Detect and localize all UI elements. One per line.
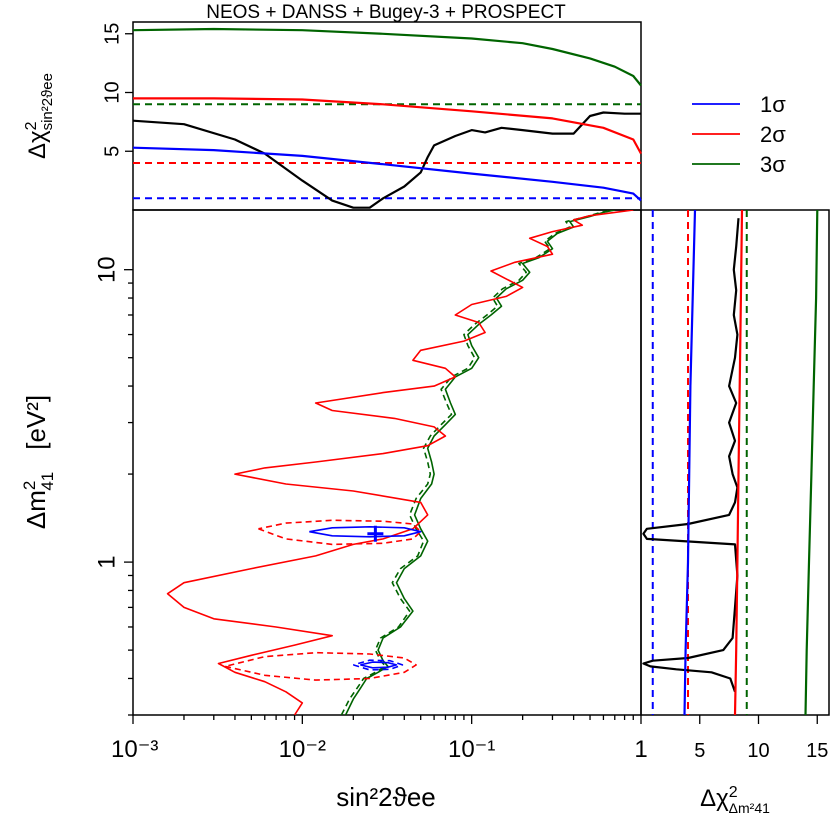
legend-label: 1σ: [760, 92, 786, 117]
main-x-tick-label: 1: [634, 736, 647, 763]
series-chi2_2sigma: [133, 97, 642, 155]
main-y-tick-label: 1: [93, 555, 120, 568]
series-contour_3sigma: [344, 210, 615, 715]
top-y-tick-label: 15: [101, 23, 123, 45]
top-panel-frame: [132, 21, 642, 211]
top-plot-area: [132, 27, 642, 209]
main-y-ticks: 1 10: [93, 256, 133, 716]
right-x-tick-label: 15: [806, 740, 828, 762]
top-panel: 5 10 15 Δχ2sin²2ϑee: [23, 21, 642, 211]
right-plot-area: [642, 210, 819, 715]
right-x-ticks: 5 10 15: [694, 715, 828, 762]
right-x-tick-label: 5: [694, 740, 705, 762]
chart-title: NEOS + DANSS + Bugey-3 + PROSPECT: [206, 2, 566, 23]
main-x-ticks: 10⁻³ 10⁻² 10⁻¹ 1: [111, 715, 648, 763]
series-contour_2sigma: [166, 210, 634, 715]
series-chi2_3sigma_dm: [804, 210, 819, 715]
series-contour_1sigma_low_dashed: [353, 659, 404, 671]
right-panel: 5 10 15 Δχ2 Δm²41: [640, 209, 830, 816]
main-x-tick-label: 10⁻²: [279, 736, 326, 763]
series-contour_1sigma_low: [360, 661, 398, 669]
series-contour_3sigma_dashed: [340, 210, 613, 715]
top-y-tick-label: 5: [101, 146, 123, 157]
best-fit-marker: [367, 525, 384, 542]
series-chi2_1sigma: [132, 146, 642, 202]
main-y-tick-label: 10: [93, 256, 120, 283]
top-y-ticks: 5 10 15: [101, 23, 133, 157]
main-panel: 10⁻³ 10⁻² 10⁻¹ 1 1 10 sin²2ϑee Δm241[eV²]: [20, 209, 648, 812]
legend-label: 3σ: [760, 152, 786, 177]
series-contour_2sigma_island: [258, 519, 422, 546]
series-chi2_3sigma: [132, 27, 642, 87]
legend-label: 2σ: [760, 122, 786, 147]
main-y-axis-label: Δm241[eV²]: [20, 395, 57, 529]
main-x-tick-label: 10⁻³: [111, 736, 158, 763]
main-plot-area: [166, 210, 634, 715]
series-contour_1sigma: [309, 526, 422, 538]
series-contour_2sigma_low: [224, 651, 417, 681]
series-chi2_total: [132, 111, 641, 209]
top-y-tick-label: 10: [101, 81, 123, 103]
top-y-axis-label: Δχ2sin²2ϑee: [23, 73, 56, 159]
series-chi2_total_dm: [642, 218, 740, 693]
main-panel-frame: [132, 209, 642, 716]
main-x-axis-label: sin²2ϑee: [336, 782, 436, 812]
right-x-axis-label: Δχ2 Δm²41: [700, 784, 770, 816]
right-x-tick-label: 10: [747, 740, 769, 762]
main-x-tick-label: 10⁻¹: [448, 736, 495, 763]
series-chi2_1sigma_dm: [683, 210, 697, 715]
legend: 1σ 2σ 3σ: [692, 92, 786, 177]
series-chi2_2sigma_dm: [733, 210, 744, 715]
